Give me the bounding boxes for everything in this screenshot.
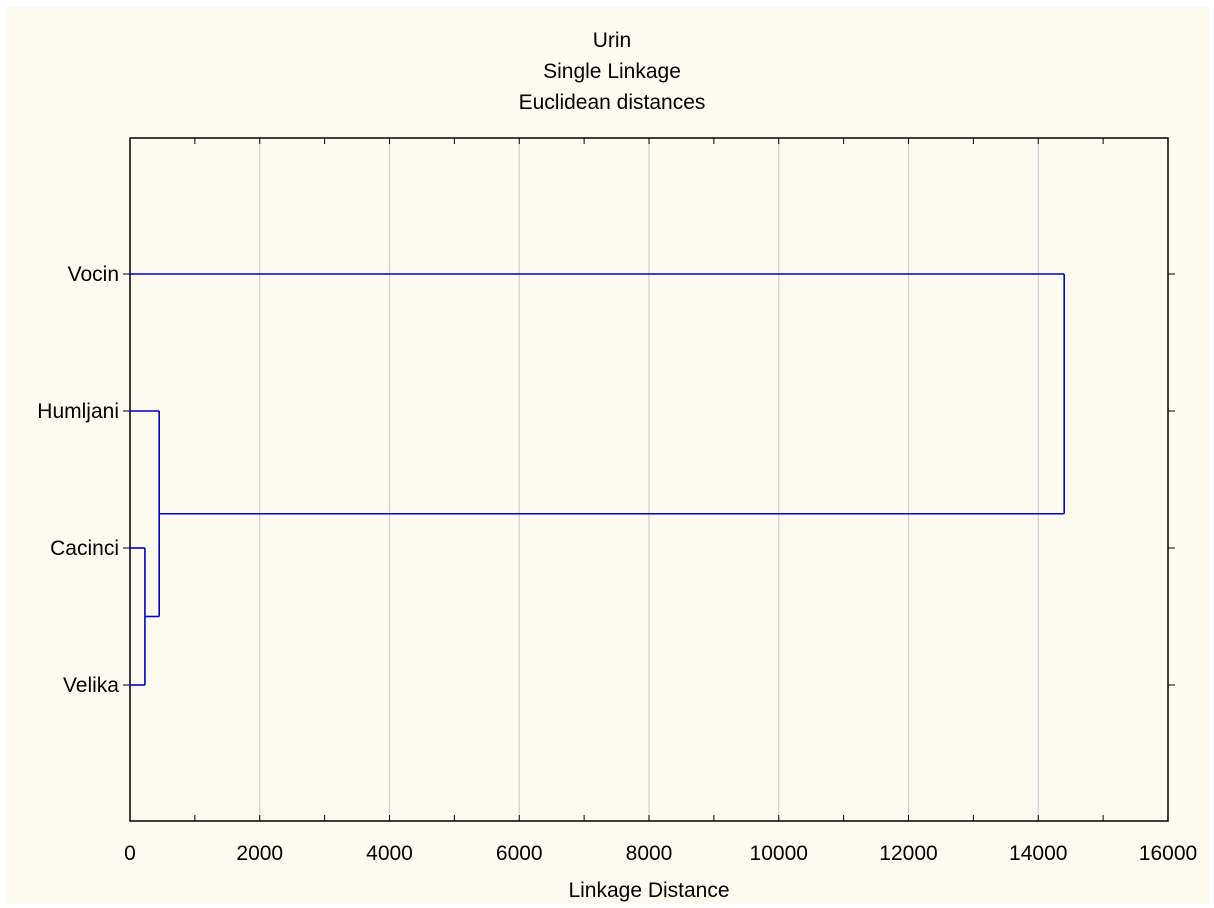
axis-ticks bbox=[123, 138, 1175, 821]
x-axis-title: Linkage Distance bbox=[568, 879, 729, 902]
title-line-3: Euclidean distances bbox=[519, 91, 706, 114]
y-leaf-label: Cacinci bbox=[50, 537, 119, 560]
x-tick-label: 16000 bbox=[1139, 842, 1197, 865]
title-line-2: Single Linkage bbox=[543, 60, 681, 83]
x-tick-label: 6000 bbox=[496, 842, 543, 865]
dendrogram-links bbox=[130, 273, 1065, 686]
x-tick-label: 12000 bbox=[879, 842, 937, 865]
chart-title: Urin Single Linkage Euclidean distances bbox=[519, 29, 706, 114]
axis-labels: 0 2000 4000 6000 8000 10000 12000 14000 16000 Voc… bbox=[37, 263, 1197, 865]
y-leaf-label: Velika bbox=[63, 674, 119, 697]
chart-background bbox=[6, 7, 1209, 904]
y-leaf-label: Humljani bbox=[37, 400, 119, 423]
x-tick-label: 10000 bbox=[750, 842, 808, 865]
x-tick-label: 2000 bbox=[236, 842, 283, 865]
y-leaf-label: Vocin bbox=[68, 263, 119, 286]
title-line-1: Urin bbox=[593, 29, 632, 52]
grid-lines bbox=[259, 138, 1039, 821]
x-tick-label: 14000 bbox=[1009, 842, 1067, 865]
x-tick-label: 0 bbox=[124, 842, 136, 865]
x-tick-label: 4000 bbox=[366, 842, 413, 865]
x-tick-label: 8000 bbox=[626, 842, 673, 865]
